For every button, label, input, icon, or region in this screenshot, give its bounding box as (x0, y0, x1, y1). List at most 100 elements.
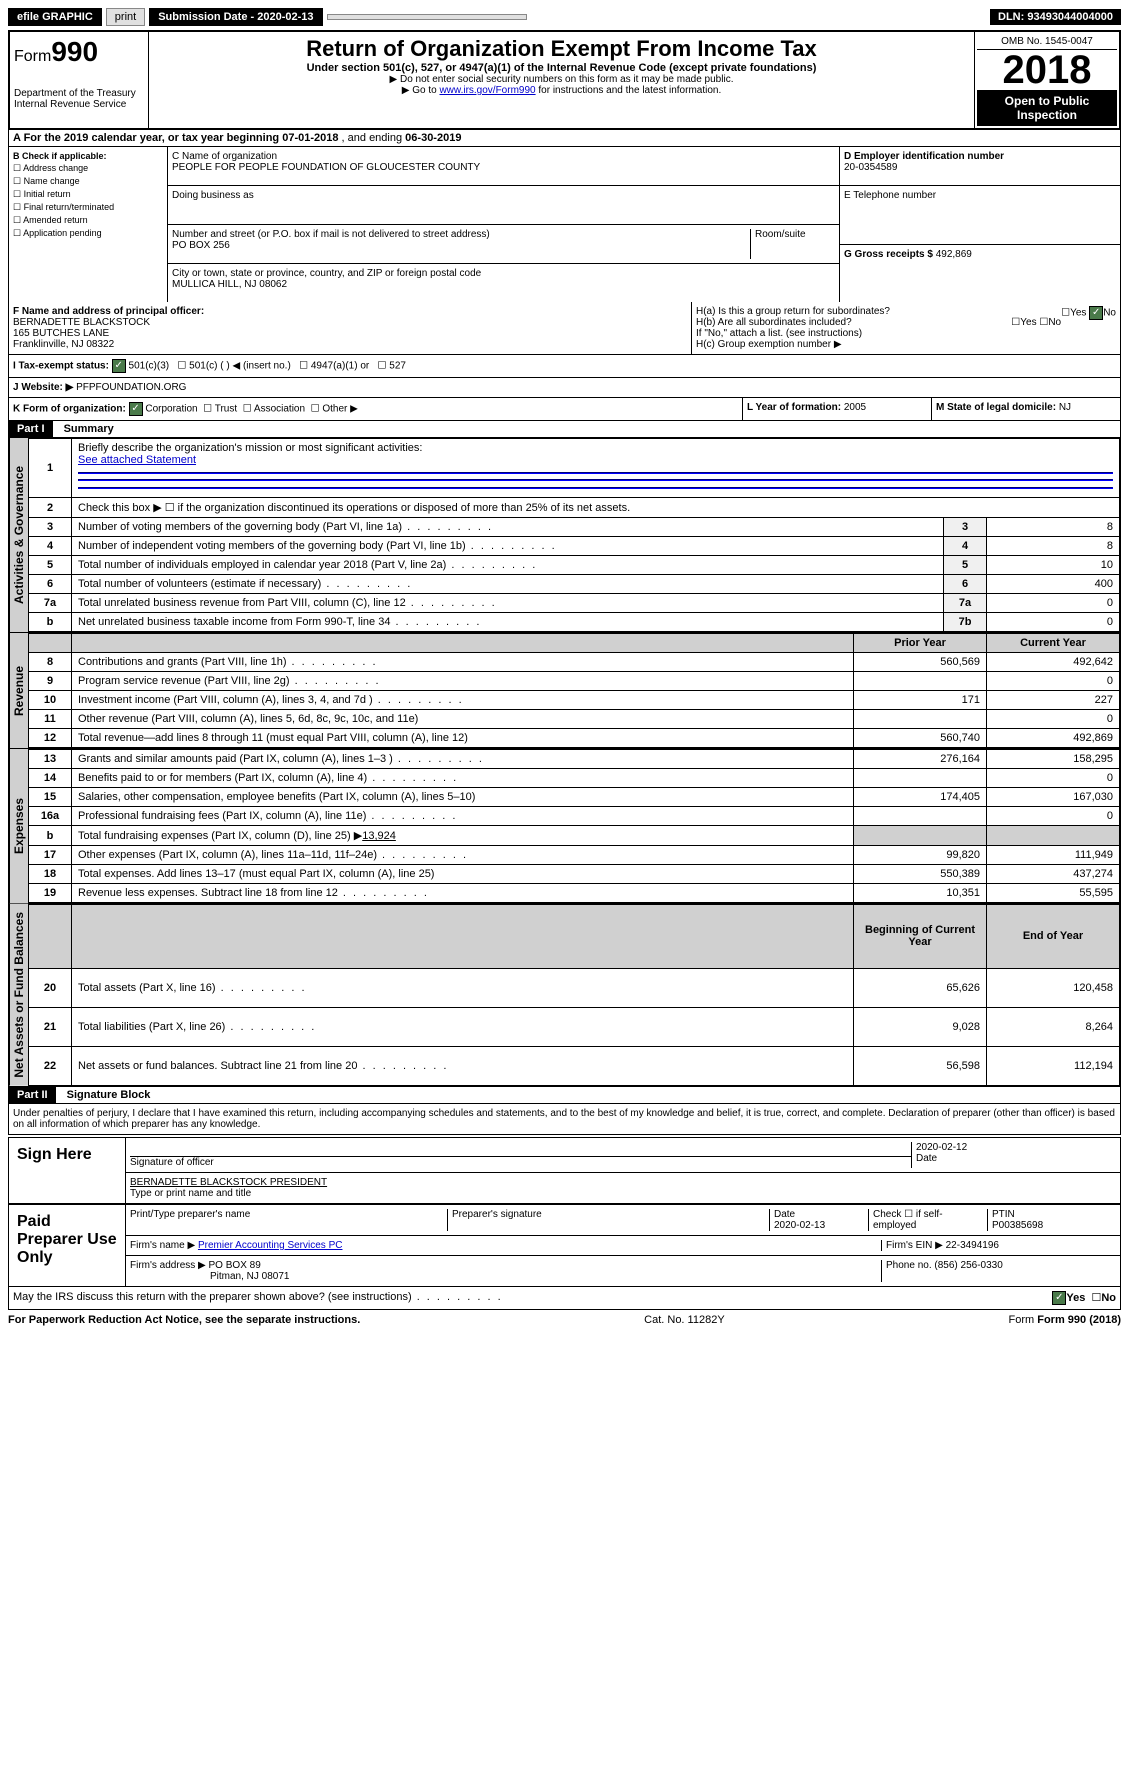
l20: Total assets (Part X, line 16) (72, 968, 854, 1007)
box-k: K Form of organization: ✓ Corporation ☐ … (9, 398, 743, 420)
city-label: City or town, state or province, country… (172, 268, 835, 279)
period-prefix: A For the 2019 calendar year, or tax yea… (13, 132, 282, 144)
l11: Other revenue (Part VIII, column (A), li… (72, 710, 854, 729)
opt-527: 527 (389, 361, 406, 372)
l17: Other expenses (Part IX, column (A), lin… (72, 846, 854, 865)
firm-name-label: Firm's name ▶ (130, 1240, 195, 1251)
hb-note: If "No," attach a list. (see instruction… (696, 328, 1116, 339)
opt-initial: Initial return (24, 189, 71, 199)
firm-addr-label: Firm's address ▶ (130, 1260, 206, 1271)
v3: 8 (987, 518, 1120, 537)
dba-label: Doing business as (172, 190, 835, 201)
dba-cell: Doing business as (168, 186, 839, 225)
sign-date: 2020-02-12 (916, 1142, 1116, 1153)
header-right: OMB No. 1545-0047 2018 Open to Public In… (974, 32, 1119, 128)
header-left: Form990 Department of the Treasury Inter… (10, 32, 149, 128)
note2-prefix: ▶ Go to (402, 85, 440, 96)
org-name: PEOPLE FOR PEOPLE FOUNDATION OF GLOUCEST… (172, 162, 835, 173)
tab-netassets: Net Assets or Fund Balances (9, 904, 28, 1086)
form-title: Return of Organization Exempt From Incom… (153, 36, 970, 62)
p20: 65,626 (854, 968, 987, 1007)
l13: Grants and similar amounts paid (Part IX… (72, 750, 854, 769)
form-org-label: K Form of organization: (13, 404, 126, 415)
box-m: M State of legal domicile: NJ (932, 398, 1120, 420)
p13: 276,164 (854, 750, 987, 769)
discuss-text: May the IRS discuss this return with the… (13, 1291, 503, 1305)
hdr-end: End of Year (987, 905, 1120, 969)
l19: Revenue less expenses. Subtract line 18 … (72, 884, 854, 903)
l1-link[interactable]: See attached Statement (78, 454, 196, 466)
dept-treasury: Department of the Treasury (14, 88, 144, 99)
c14: 0 (987, 769, 1120, 788)
year-formation: 2005 (844, 402, 866, 413)
efile-button[interactable]: efile GRAPHIC (8, 8, 102, 26)
row-i: I Tax-exempt status: ✓ 501(c)(3) ☐ 501(c… (8, 355, 1121, 378)
chk-pending[interactable]: ☐ Application pending (13, 228, 163, 239)
hc-label: H(c) Group exemption number ▶ (696, 339, 1116, 350)
box-l: L Year of formation: 2005 (743, 398, 932, 420)
p8: 560,569 (854, 653, 987, 672)
sign-content: Signature of officer 2020-02-12 Date BER… (126, 1138, 1120, 1203)
officer-name: BERNADETTE BLACKSTOCK (13, 317, 150, 328)
tab-governance: Activities & Governance (9, 438, 28, 632)
opt-corp: Corporation (145, 404, 197, 415)
l5-text: Total number of individuals employed in … (72, 556, 944, 575)
l1-text: Briefly describe the organization's miss… (78, 442, 422, 454)
chk-501c3[interactable]: ✓ (112, 359, 126, 373)
netassets-section: Net Assets or Fund Balances Beginning of… (8, 904, 1121, 1087)
part1-title: Summary (56, 423, 114, 435)
submission-date-badge: Submission Date - 2020-02-13 (149, 8, 322, 26)
firm-addr1: PO BOX 89 (209, 1260, 261, 1271)
discuss-yes-check[interactable]: ✓ (1052, 1291, 1066, 1305)
irs-link[interactable]: www.irs.gov/Form990 (439, 85, 535, 96)
opt-pending: Application pending (23, 228, 102, 238)
p18: 550,389 (854, 865, 987, 884)
phone-cell: E Telephone number (840, 186, 1120, 245)
box-h: H(a) Is this a group return for subordin… (692, 302, 1120, 354)
opt-assoc: Association (254, 404, 305, 415)
firm-addr2: Pitman, NJ 08071 (130, 1271, 290, 1282)
addr-value: PO BOX 256 (172, 240, 750, 251)
period-mid: , and ending (342, 132, 406, 144)
expenses-table: 13Grants and similar amounts paid (Part … (28, 749, 1120, 903)
signer-name: BERNADETTE BLACKSTOCK PRESIDENT (130, 1177, 1116, 1188)
v7a: 0 (987, 594, 1120, 613)
tax-status-label: I Tax-exempt status: (13, 361, 109, 372)
governance-table: 1 Briefly describe the organization's mi… (28, 438, 1120, 632)
ha-no-check[interactable]: ✓ (1089, 306, 1103, 320)
blank-button[interactable] (327, 14, 527, 20)
tab-revenue: Revenue (9, 633, 28, 748)
firm-name-link[interactable]: Premier Accounting Services PC (198, 1240, 343, 1251)
chk-initial[interactable]: ☐ Initial return (13, 189, 163, 200)
paid-block: Paid Preparer Use Only Print/Type prepar… (8, 1205, 1121, 1287)
discuss-row: May the IRS discuss this return with the… (8, 1287, 1121, 1310)
ein-cell: D Employer identification number 20-0354… (840, 147, 1120, 186)
submission-label: Submission Date - (158, 11, 257, 23)
chk-name[interactable]: ☐ Name change (13, 176, 163, 187)
v6: 400 (987, 575, 1120, 594)
form-note1: ▶ Do not enter social security numbers o… (153, 74, 970, 85)
irs-label: Internal Revenue Service (14, 99, 144, 110)
p10: 171 (854, 691, 987, 710)
p15: 174,405 (854, 788, 987, 807)
form-990-number: 990 (51, 36, 98, 67)
firm-phone-label: Phone no. (886, 1260, 932, 1271)
print-button[interactable]: print (106, 8, 145, 26)
discuss-no: No (1101, 1292, 1116, 1304)
chk-corp[interactable]: ✓ (129, 402, 143, 416)
website-value: PFPFOUNDATION.ORG (76, 382, 186, 393)
chk-final[interactable]: ☐ Final return/terminated (13, 202, 163, 213)
header-middle: Return of Organization Exempt From Incom… (149, 32, 974, 128)
c15: 167,030 (987, 788, 1120, 807)
chk-amended[interactable]: ☐ Amended return (13, 215, 163, 226)
firm-phone: (856) 256-0330 (934, 1260, 1002, 1271)
opt-trust: Trust (215, 404, 237, 415)
l3-text: Number of voting members of the governin… (72, 518, 944, 537)
l2-text: Check this box ▶ ☐ if the organization d… (72, 498, 1120, 518)
ptin-value: P00385698 (992, 1220, 1112, 1231)
chk-address[interactable]: ☐ Address change (13, 163, 163, 174)
hb-row: H(b) Are all subordinates included? ☐Yes… (696, 317, 1116, 328)
part2-badge: Part II (9, 1087, 56, 1103)
tax-year: 2018 (977, 50, 1117, 90)
form-note2: ▶ Go to www.irs.gov/Form990 for instruct… (153, 85, 970, 96)
